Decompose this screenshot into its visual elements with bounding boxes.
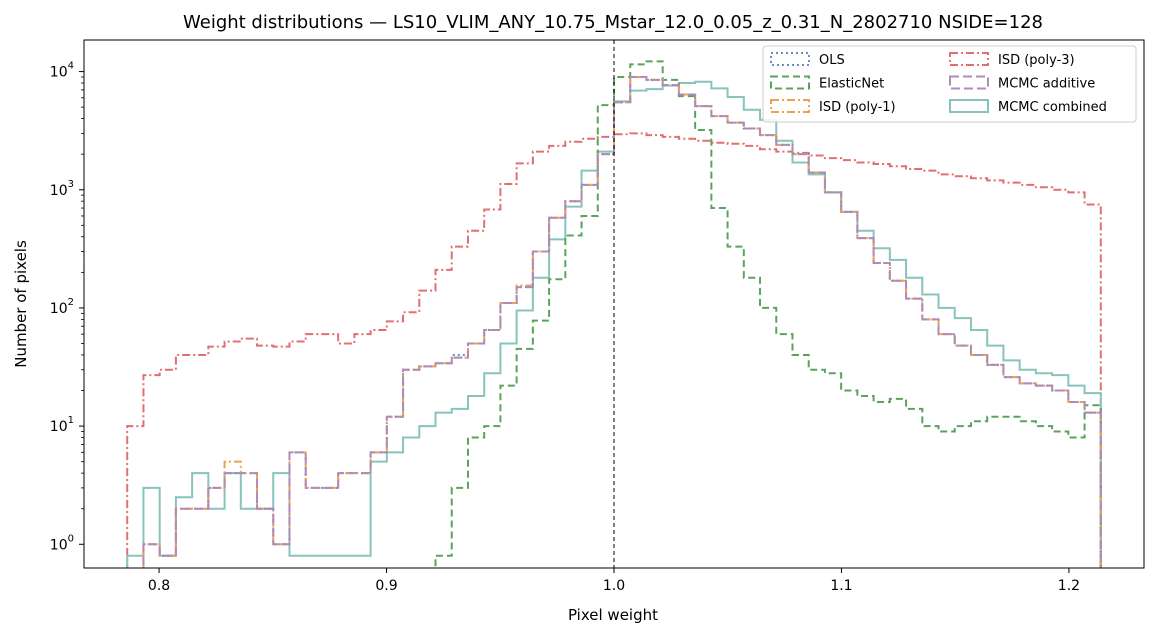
legend-label-4: ISD (poly-1) xyxy=(819,100,896,115)
x-axis: 0.8 0.9 1.0 1.1 1.2 xyxy=(148,568,1080,594)
legend-swatch-1 xyxy=(949,52,989,66)
x-tick-label-3: 1.1 xyxy=(830,578,852,594)
series-layer xyxy=(126,60,1102,568)
legend-item-1: ISD (poly-3) xyxy=(949,52,1075,68)
legend-item-2: ElasticNet xyxy=(770,75,884,92)
y-tick-label-3: 103 xyxy=(50,179,74,199)
legend-swatch-3 xyxy=(949,75,989,90)
legend-swatch-5 xyxy=(949,99,989,113)
legend-swatch-2 xyxy=(770,75,810,90)
y-tick-label-4: 104 xyxy=(50,61,74,81)
series-line-5 xyxy=(142,75,1102,568)
x-axis-label: Pixel weight xyxy=(568,606,658,624)
y-tick-label-2: 102 xyxy=(50,297,74,317)
legend-swatch-4 xyxy=(770,99,810,113)
legend-item-0: OLS xyxy=(770,52,845,68)
legend-label-5: MCMC combined xyxy=(998,100,1107,115)
y-tick-label-1: 101 xyxy=(50,415,74,435)
series-line-0 xyxy=(126,132,1102,568)
plot-area xyxy=(83,39,1145,569)
y-axis-label: Number of pixels xyxy=(12,240,30,368)
x-tick-label-1: 0.9 xyxy=(375,578,397,594)
legend-label-1: ISD (poly-3) xyxy=(998,53,1075,68)
y-tick-label-0: 100 xyxy=(50,533,74,553)
x-tick-label-0: 0.8 xyxy=(148,578,170,594)
legend: OLS ISD (poly-3) ElasticNet MCMC additive IS… xyxy=(762,45,1137,123)
legend-label-3: MCMC additive xyxy=(998,77,1095,92)
legend-label-2: ElasticNet xyxy=(819,77,884,92)
legend-item-5: MCMC combined xyxy=(949,99,1107,115)
legend-item-4: ISD (poly-1) xyxy=(770,99,896,115)
series-line-2 xyxy=(434,60,1102,568)
x-tick-label-4: 1.2 xyxy=(1058,578,1080,594)
legend-label-0: OLS xyxy=(819,53,845,68)
x-tick-label-2: 1.0 xyxy=(603,578,625,594)
legend-item-3: MCMC additive xyxy=(949,75,1095,92)
y-axis: 100 101 102 103 104 xyxy=(50,61,84,553)
chart-title: Weight distributions — LS10_VLIM_ANY_10.… xyxy=(183,12,1043,33)
